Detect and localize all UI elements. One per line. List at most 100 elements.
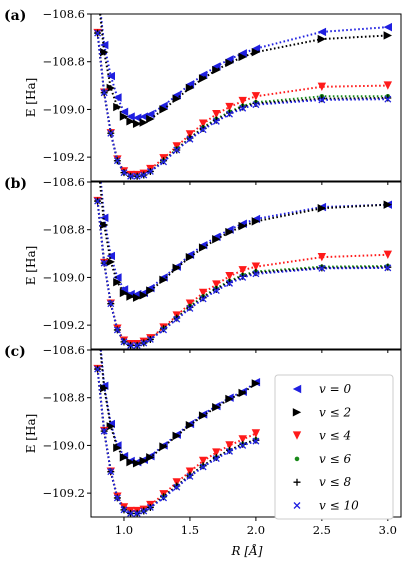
data-point — [140, 171, 148, 179]
data-point — [99, 47, 109, 57]
data-point — [140, 339, 148, 347]
panel-c-label: (c) — [4, 344, 26, 360]
data-point — [100, 259, 108, 267]
series-line — [96, 368, 257, 513]
data-point — [251, 92, 261, 101]
data-point — [113, 157, 121, 165]
panel-b: −109.2 −109.0 −108.8 −108.6 E [Ha] (b) — [4, 142, 402, 353]
data-point — [132, 289, 142, 299]
data-point — [239, 104, 247, 112]
data-point — [159, 105, 168, 114]
data-point — [93, 317, 101, 325]
data-point — [186, 304, 194, 312]
x-tick-label: 1.5 — [181, 523, 199, 537]
data-point — [139, 456, 148, 466]
data-point — [99, 383, 109, 393]
data-point — [173, 146, 181, 154]
data-point — [113, 93, 122, 102]
data-point — [225, 441, 234, 450]
data-point — [225, 55, 234, 64]
y-tick-label: −108.8 — [42, 55, 85, 69]
series-line — [99, 350, 257, 464]
data-point — [226, 279, 233, 287]
data-point — [127, 509, 135, 517]
data-point — [126, 112, 135, 121]
data-point — [225, 58, 234, 68]
data-point — [146, 286, 155, 295]
data-point — [146, 335, 154, 343]
data-point — [238, 96, 247, 106]
data-point — [139, 118, 148, 127]
data-point — [119, 288, 129, 298]
data-point — [119, 453, 129, 462]
data-point — [226, 109, 234, 117]
plot-frame — [90, 13, 402, 182]
data-point — [132, 293, 142, 302]
data-point — [317, 252, 327, 262]
data-point — [107, 300, 115, 308]
data-point — [133, 172, 141, 180]
data-point — [383, 81, 393, 90]
data-point — [239, 273, 247, 281]
data-point — [239, 441, 247, 449]
data-point — [317, 34, 327, 44]
data-point — [225, 272, 234, 281]
data-point — [107, 129, 115, 137]
data-point — [198, 243, 208, 252]
data-point — [384, 94, 392, 102]
x-axis-label: R [Å] — [231, 543, 263, 558]
data-point — [120, 338, 128, 346]
legend-marker — [294, 456, 300, 462]
data-point — [238, 388, 247, 398]
data-point — [126, 117, 135, 126]
data-point — [252, 436, 260, 444]
data-point — [252, 99, 260, 107]
data-point — [93, 154, 101, 162]
data-point — [212, 117, 220, 125]
y-axis-label: E [Ha] — [24, 414, 38, 454]
panel-b-label: (b) — [4, 176, 27, 192]
data-point — [146, 110, 155, 119]
data-point — [239, 103, 247, 111]
data-point — [383, 22, 393, 32]
data-point — [100, 89, 108, 97]
data-point — [119, 112, 129, 121]
data-point — [238, 221, 247, 231]
y-tick-label: −109.0 — [42, 438, 85, 452]
y-tick-label: −108.6 — [42, 343, 85, 357]
data-point — [94, 197, 102, 205]
data-point — [113, 273, 122, 282]
y-tick-label: −108.6 — [42, 175, 85, 189]
y-tick-label: −108.8 — [42, 391, 85, 405]
data-point — [199, 462, 207, 470]
legend-marker — [293, 478, 301, 486]
plot-frame — [90, 349, 402, 518]
panel-a: −109.2 −109.0 −108.8 −108.6 E [Ha] (a) — [4, 7, 402, 185]
data-point — [251, 217, 261, 226]
data-point — [212, 65, 221, 75]
data-point — [186, 472, 194, 480]
y-axis-label: E [Ha] — [24, 246, 38, 286]
data-point — [212, 403, 221, 412]
data-point — [238, 266, 247, 275]
data-point — [251, 47, 261, 57]
data-point — [94, 365, 102, 373]
data-point — [146, 167, 154, 175]
data-point — [318, 96, 326, 104]
data-point — [238, 435, 247, 444]
data-point — [238, 52, 247, 62]
data-point — [317, 82, 327, 91]
data-point — [140, 507, 148, 515]
data-point — [93, 142, 101, 150]
data-point — [127, 341, 135, 349]
data-point — [100, 427, 108, 435]
data-point — [113, 326, 121, 334]
y-tick-label: −109.2 — [42, 318, 85, 332]
data-point — [186, 303, 194, 311]
panel-a-label: (a) — [4, 8, 26, 24]
data-point — [146, 114, 155, 124]
data-point — [113, 443, 122, 453]
data-point — [252, 270, 260, 278]
data-point — [317, 27, 327, 37]
